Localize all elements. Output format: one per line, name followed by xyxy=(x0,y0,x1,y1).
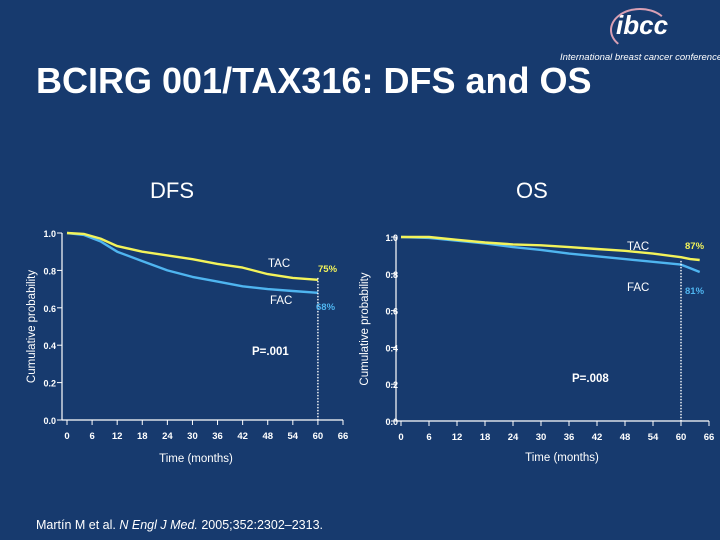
x-axis-title: Time (months) xyxy=(525,452,599,464)
logo-ring-icon xyxy=(610,8,670,52)
series-line-tac xyxy=(401,235,700,262)
x-tick-label: 48 xyxy=(262,431,273,442)
tac-label: TAC xyxy=(627,241,649,253)
y-tick-label: 0.6 xyxy=(43,304,56,314)
os-heading: OS xyxy=(516,178,548,203)
x-tick-label: 30 xyxy=(536,432,547,443)
x-tick-label: 54 xyxy=(288,431,299,442)
x-tick-label: 60 xyxy=(313,431,324,442)
conference-logo: ibcc International breast cancer confere… xyxy=(560,8,720,70)
tac-label: TAC xyxy=(268,258,290,270)
y-tick-label: 0.6 xyxy=(385,307,398,317)
x-tick-label: 24 xyxy=(508,432,519,443)
x-tick-label: 12 xyxy=(452,432,463,443)
y-tick-label: 0.2 xyxy=(385,380,398,390)
x-tick-label: 60 xyxy=(676,432,687,443)
y-tick-label: 1.0 xyxy=(385,233,398,243)
x-tick-label: 18 xyxy=(137,431,148,442)
y-tick-label: 0.2 xyxy=(43,379,56,389)
series-line-fac xyxy=(66,231,318,294)
fac-end-value: 81% xyxy=(685,286,705,297)
tac-end-value: 75% xyxy=(318,264,338,275)
x-tick-label: 42 xyxy=(592,432,603,443)
citation-details: 2005;352:2302–2313. xyxy=(197,518,323,532)
x-tick-label: 42 xyxy=(237,431,248,442)
y-tick-label: 0.4 xyxy=(385,343,398,353)
x-tick-label: 0 xyxy=(64,431,69,442)
y-tick-label: 0.8 xyxy=(43,266,56,276)
series-line-tac xyxy=(66,231,318,281)
y-tick-label: 0.4 xyxy=(43,341,56,351)
dfs-heading: DFS xyxy=(150,178,194,203)
y-tick-label: 0.8 xyxy=(385,270,398,280)
tac-end-value: 87% xyxy=(685,241,705,252)
y-axis-title: Cumulative probability xyxy=(26,270,38,383)
x-tick-label: 6 xyxy=(89,431,94,442)
y-tick-label: 0.0 xyxy=(43,416,56,426)
logo-caption: International breast cancer conference xyxy=(560,52,720,63)
dfs-chart: 0.0 0.2 0.4 0.6 0.8 1.0 0 6 12 18 24 30 36 42 48 54 60 66… xyxy=(26,229,348,465)
ibcc-logo-mark: ibcc xyxy=(610,8,670,52)
slide-title: BCIRG 001/TAX316: DFS and OS xyxy=(36,60,592,101)
x-tick-label: 18 xyxy=(480,432,491,443)
x-tick-label: 36 xyxy=(212,431,223,442)
fac-label: FAC xyxy=(627,282,649,294)
y-tick-label: 1.0 xyxy=(43,229,56,239)
y-tick-label: 0.0 xyxy=(385,417,398,427)
fac-label: FAC xyxy=(270,295,292,307)
p-value: P=.001 xyxy=(252,346,289,358)
x-tick-label: 12 xyxy=(112,431,123,442)
x-tick-label: 36 xyxy=(564,432,575,443)
x-tick-label: 54 xyxy=(648,432,659,443)
x-tick-label: 6 xyxy=(426,432,431,443)
citation-journal: N Engl J Med. xyxy=(119,518,198,532)
x-tick-label: 48 xyxy=(620,432,631,443)
p-value: P=.008 xyxy=(572,373,609,385)
y-axis-title: Cumulative probability xyxy=(359,272,371,385)
x-tick-label: 24 xyxy=(162,431,173,442)
x-tick-label: 30 xyxy=(187,431,198,442)
fac-end-value: 68% xyxy=(316,302,336,313)
x-tick-label: 66 xyxy=(338,431,349,442)
citation-authors: Martín M et al. xyxy=(36,518,120,532)
x-tick-label: 0 xyxy=(398,432,403,443)
x-axis-title: Time (months) xyxy=(159,453,233,465)
os-chart: 0.0 0.2 0.4 0.6 0.8 1.0 0 6 12 18 24 30 36 42 48 54 60 66… xyxy=(359,233,714,464)
citation: Martín M et al. N Engl J Med. 2005;352:2… xyxy=(36,518,323,532)
x-tick-label: 66 xyxy=(704,432,715,443)
